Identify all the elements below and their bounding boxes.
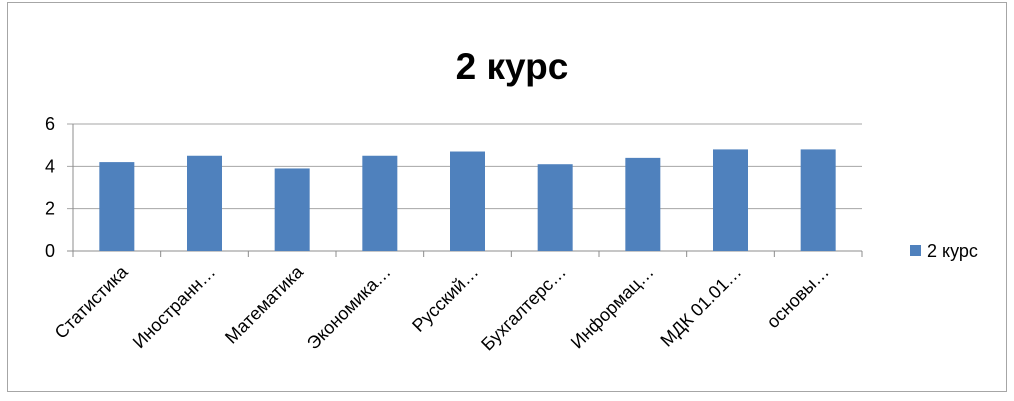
x-tick-label: Русский… xyxy=(408,262,482,336)
bar-5 xyxy=(537,164,573,251)
bar-3 xyxy=(362,155,398,251)
chart-title: 2 курс xyxy=(456,46,569,87)
legend-label: 2 курс xyxy=(927,241,978,261)
bar-4 xyxy=(450,151,485,251)
x-tick-label: МДК 01.01… xyxy=(656,262,745,351)
x-tick-label: Математика xyxy=(221,261,308,348)
bar-1 xyxy=(187,155,222,251)
x-tick-label: Бухгалтерс… xyxy=(477,262,570,355)
bar-2 xyxy=(274,168,310,251)
chart-frame xyxy=(7,2,1007,392)
y-tick-label: 2 xyxy=(45,199,55,219)
x-tick-label: Статистика xyxy=(51,261,133,343)
bars xyxy=(99,149,836,251)
bar-6 xyxy=(625,157,661,251)
bar-8 xyxy=(800,149,836,251)
x-tick-label: Информац… xyxy=(567,262,658,353)
x-tick-label: Экономика… xyxy=(303,262,395,354)
y-axis: 0 2 4 6 xyxy=(45,114,74,261)
y-tick-label: 6 xyxy=(45,114,55,134)
y-tick-label: 4 xyxy=(45,156,55,176)
x-tick-label: основы… xyxy=(763,262,833,332)
legend: 2 курс xyxy=(910,241,978,261)
x-tick-label: Иностранн… xyxy=(129,262,220,353)
bar-0 xyxy=(99,162,135,251)
y-tick-label: 0 xyxy=(45,241,55,261)
legend-swatch xyxy=(910,245,921,256)
bar-7 xyxy=(713,149,748,251)
